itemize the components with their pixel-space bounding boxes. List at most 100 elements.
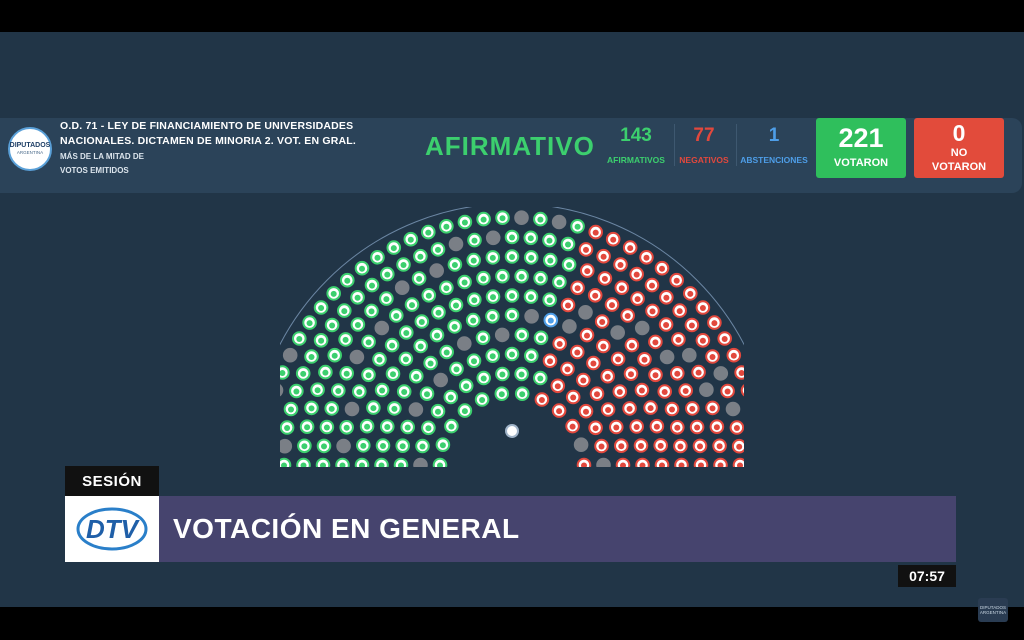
seat-avatar xyxy=(407,236,414,243)
seat-circle xyxy=(282,347,298,363)
seat xyxy=(370,250,385,265)
seat xyxy=(335,457,350,467)
seat xyxy=(414,314,430,329)
seat-avatar xyxy=(569,423,576,430)
seat-avatar xyxy=(580,377,587,384)
seat xyxy=(648,367,663,383)
abstenciones-label: ABSTENCIONES xyxy=(740,155,808,165)
seat-avatar xyxy=(616,389,623,395)
seat xyxy=(395,438,410,453)
seat-circle xyxy=(514,210,529,225)
seat-avatar xyxy=(570,394,577,401)
seat xyxy=(439,280,454,296)
seat-avatar xyxy=(618,285,625,292)
seat-avatar xyxy=(618,443,625,450)
seat-avatar xyxy=(620,462,626,467)
seat-circle xyxy=(413,457,428,467)
seat xyxy=(364,277,380,293)
seat-avatar xyxy=(717,462,724,467)
seat xyxy=(533,211,548,227)
seat xyxy=(494,386,510,401)
seat xyxy=(458,378,474,394)
seat-avatar xyxy=(698,462,704,467)
seat-avatar xyxy=(417,253,424,260)
seat xyxy=(552,274,567,290)
seat xyxy=(565,418,580,434)
seat xyxy=(352,384,367,399)
seat xyxy=(361,334,376,350)
seat-avatar xyxy=(489,353,496,360)
seat-avatar xyxy=(682,388,689,394)
seat-avatar xyxy=(328,405,335,412)
seat xyxy=(349,349,365,365)
seat xyxy=(364,303,379,319)
seat-avatar xyxy=(424,391,430,398)
seat-avatar xyxy=(342,336,349,343)
seat-avatar xyxy=(471,237,478,244)
seat-avatar xyxy=(321,443,327,450)
seat-avatar xyxy=(613,424,620,431)
seat-avatar xyxy=(471,297,478,304)
seat xyxy=(576,457,592,467)
seat xyxy=(354,457,370,467)
seat-avatar xyxy=(674,424,681,431)
seat xyxy=(435,437,451,452)
seat-avatar xyxy=(509,351,515,358)
seat xyxy=(423,355,438,371)
seat xyxy=(523,230,539,246)
seat xyxy=(594,438,609,454)
seat xyxy=(578,403,594,419)
seat-avatar xyxy=(376,356,383,363)
seat-avatar xyxy=(374,254,381,261)
seat-avatar xyxy=(390,371,396,378)
channel-watermark: DIPUTADOS ARGENTINA xyxy=(978,598,1008,622)
seat xyxy=(457,336,472,351)
seat xyxy=(543,312,559,328)
vote-title-line1: O.D. 71 - LEY DE FINANCIAMIENTO DE UNIVE… xyxy=(60,120,354,132)
dtv-swoosh xyxy=(76,507,148,551)
seat-avatar xyxy=(400,262,407,268)
no-votaron-label-line2: VOTARON xyxy=(931,161,987,173)
seat xyxy=(543,252,558,268)
seat-avatar xyxy=(443,349,450,356)
seat xyxy=(475,330,491,346)
seat xyxy=(514,386,530,401)
seat xyxy=(344,401,360,417)
seat xyxy=(683,286,698,301)
seat-avatar xyxy=(547,257,554,264)
seat-avatar xyxy=(425,425,432,432)
seat xyxy=(705,349,720,364)
seat-avatar xyxy=(633,424,640,430)
seat-avatar xyxy=(301,443,308,450)
seat xyxy=(327,347,343,363)
seat xyxy=(725,401,741,417)
seat xyxy=(524,309,539,324)
seat xyxy=(609,419,624,435)
seat-avatar xyxy=(564,366,571,373)
seat xyxy=(299,419,315,434)
seat xyxy=(654,457,670,467)
seat xyxy=(398,351,414,367)
seat-avatar xyxy=(688,322,695,329)
abstenciones-stat: 1 ABSTENCIONES xyxy=(736,124,811,166)
seat xyxy=(443,389,459,405)
seat-avatar xyxy=(293,388,300,395)
seat xyxy=(594,314,610,329)
seat-avatar xyxy=(590,360,597,367)
seat-avatar xyxy=(380,443,386,449)
seat-avatar xyxy=(711,320,718,327)
seat xyxy=(404,297,420,312)
seat-avatar xyxy=(354,322,361,328)
seat-avatar xyxy=(343,370,350,377)
seat xyxy=(678,383,694,398)
seat xyxy=(413,248,428,264)
seat-avatar xyxy=(389,342,396,349)
seat xyxy=(691,364,706,380)
seat-avatar xyxy=(369,282,375,289)
seat-avatar xyxy=(314,387,321,394)
seat xyxy=(670,366,685,381)
seat-avatar xyxy=(738,370,744,376)
seat xyxy=(466,252,481,268)
seat xyxy=(654,260,670,276)
seat xyxy=(366,400,381,415)
